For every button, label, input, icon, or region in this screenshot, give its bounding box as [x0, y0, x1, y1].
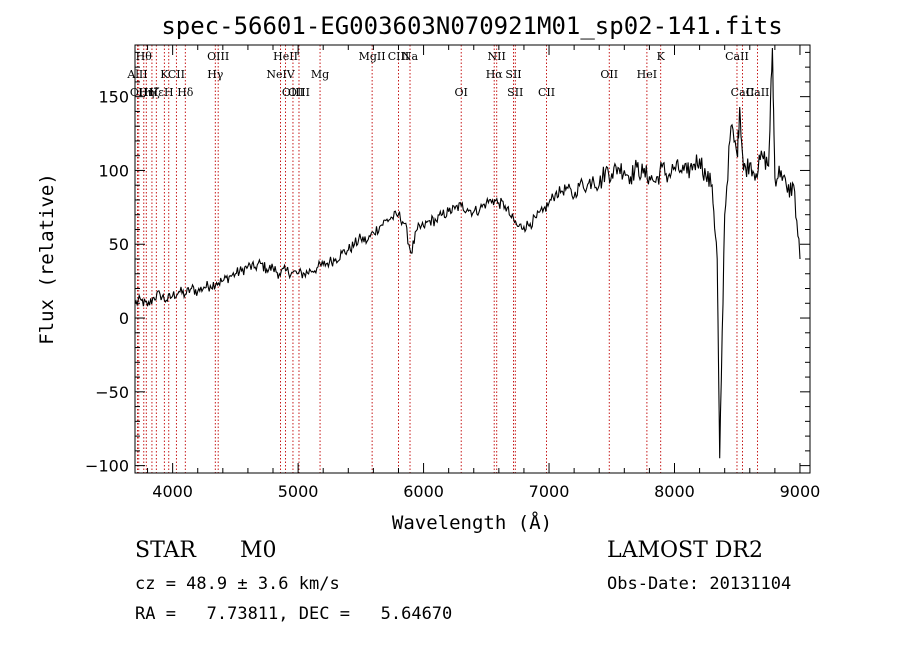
y-tick-label: 100: [98, 161, 129, 180]
object-subclass: M0: [240, 538, 277, 563]
x-tick-label: 9000: [780, 482, 821, 501]
line-label-31: CaII: [746, 86, 770, 99]
line-label-6: K: [160, 68, 169, 81]
y-tick-label: 0: [119, 309, 129, 328]
line-label-9: Hδ: [177, 86, 194, 99]
spectral-line-markers: [137, 45, 759, 473]
y-axis-label: Flux (relative): [36, 173, 58, 345]
line-label-23: SII: [505, 68, 521, 81]
line-label-12: NeIV: [266, 68, 295, 81]
x-axis-label: Wavelength (Å): [392, 511, 552, 534]
line-label-15: OIII: [288, 86, 310, 99]
spectrum-series: [134, 47, 801, 459]
line-label-13: HeII: [273, 50, 298, 63]
line-label-4: Hζ: [144, 86, 160, 99]
redshift-velocity: cz = 48.9 ± 3.6 km/s: [135, 574, 340, 594]
line-label-28: K: [657, 50, 666, 63]
object-class: STAR: [135, 538, 196, 563]
x-tick-label: 4000: [152, 482, 193, 501]
spectral-line-labels: AlIIOIIHθHηHζHεKHCIIHδHγOIIINeIVHeIIOIII…: [126, 50, 769, 99]
line-label-27: HeI: [637, 68, 657, 81]
line-label-16: Mg: [311, 68, 329, 81]
y-tick-label: 50: [109, 235, 129, 254]
chart-title: spec-56601-EG003603N070921M01_sp02-141.f…: [161, 12, 782, 40]
plot-frame: [134, 44, 811, 474]
line-label-21: Hα: [486, 68, 504, 81]
line-label-20: OI: [455, 86, 468, 99]
line-label-14: OIII: [282, 86, 304, 99]
line-label-8: CII: [168, 68, 185, 81]
line-label-19: Na: [402, 50, 419, 63]
observation-date: Obs-Date: 20131104: [607, 574, 792, 594]
x-axis: 4000 5000 6000 7000 8000 9000: [147, 45, 821, 501]
line-label-5: Hε: [149, 86, 165, 99]
line-label-7: H: [164, 86, 174, 99]
line-label-11: OIII: [207, 50, 229, 63]
line-label-22: NII: [488, 50, 506, 63]
y-tick-label: 150: [98, 88, 129, 107]
line-label-3: Hη: [138, 86, 154, 99]
x-tick-label: 5000: [278, 482, 319, 501]
line-label-18: CIII: [388, 50, 409, 63]
x-tick-label: 8000: [654, 482, 695, 501]
line-label-29: CaII: [725, 50, 749, 63]
line-label-26: OII: [600, 68, 618, 81]
survey-name: LAMOST DR2: [607, 538, 763, 563]
line-label-0: AlII: [126, 68, 147, 81]
line-label-24: SII: [507, 86, 523, 99]
line-label-17: MgII: [359, 50, 386, 63]
line-label-25: CII: [538, 86, 555, 99]
y-tick-label: −100: [85, 457, 129, 476]
x-tick-label: 6000: [403, 482, 444, 501]
coordinates: RA = 7.73811, DEC = 5.64670: [135, 604, 453, 624]
x-tick-label: 7000: [529, 482, 570, 501]
line-label-10: Hγ: [207, 68, 224, 81]
y-tick-label: −50: [95, 383, 129, 402]
line-label-30: CaII: [731, 86, 755, 99]
line-label-1: OII: [130, 86, 148, 99]
y-axis: −100 −50 0 50 100 150: [85, 51, 810, 476]
line-label-2: Hθ: [136, 50, 153, 63]
